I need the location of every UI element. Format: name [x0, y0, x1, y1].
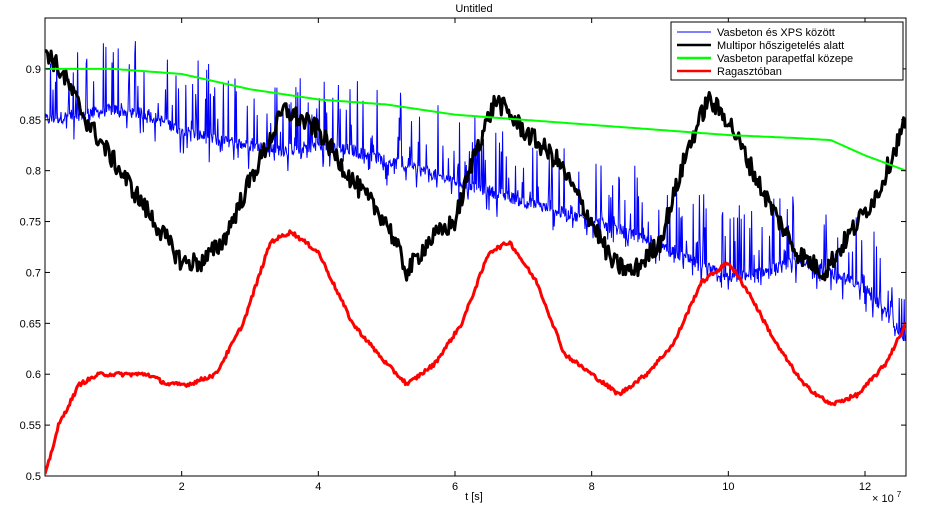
x-axis-exponent: × 10 7 — [872, 490, 902, 505]
y-tick-label: 0.8 — [26, 166, 41, 178]
y-tick-label: 0.55 — [20, 420, 41, 432]
x-exponent-power: 7 — [897, 490, 902, 499]
y-tick-label: 0.7 — [26, 267, 41, 279]
x-tick-label: 2 — [179, 481, 185, 493]
legend-entry: Ragasztóban — [717, 66, 782, 78]
x-tick-label: 10 — [722, 481, 734, 493]
series-line-vasbeton-xps — [45, 41, 906, 342]
y-tick-label: 0.9 — [26, 64, 41, 76]
y-tick-label: 0.65 — [20, 318, 41, 330]
y-tick-label: 0.6 — [26, 369, 41, 381]
y-tick-label: 0.85 — [20, 115, 41, 127]
x-tick-label: 12 — [859, 481, 871, 493]
series-layer — [45, 41, 906, 475]
y-tick-label: 0.75 — [20, 217, 41, 229]
x-axis-label: t [s] — [465, 491, 483, 503]
legend-entry: Multipor hőszigetelés alatt — [717, 40, 844, 52]
series-line-1 — [45, 49, 906, 282]
y-tick-label: 0.5 — [26, 471, 41, 483]
x-tick-label: 8 — [589, 481, 595, 493]
y-axis-ticks: 0.5 0.55 0.6 0.65 0.7 0.75 0.8 0.85 0.9 — [20, 64, 906, 483]
x-exponent-base: × 10 — [872, 493, 894, 505]
legend-entry: Vasbeton parapetfal közepe — [717, 53, 853, 65]
series-line-3 — [45, 229, 906, 475]
chart-title: Untitled — [455, 3, 492, 15]
x-axis-ticks: 2 4 6 8 10 12 — [179, 18, 871, 493]
plot-area — [44, 17, 907, 477]
x-tick-label: 6 — [452, 481, 458, 493]
series-line-2 — [45, 67, 906, 172]
x-tick-label: 4 — [315, 481, 321, 493]
legend-entry: Vasbeton és XPS között — [717, 27, 835, 39]
